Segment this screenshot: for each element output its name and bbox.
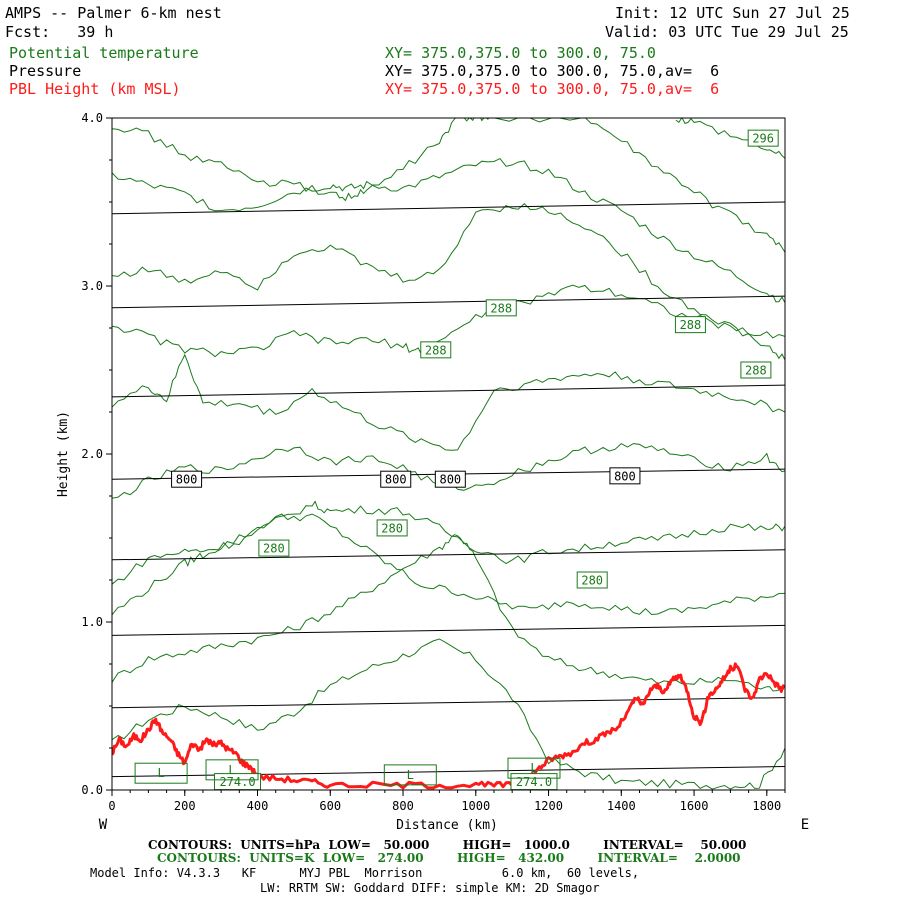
theta-contour-line xyxy=(112,534,785,692)
low-marker-box xyxy=(383,764,437,786)
low-marker: L xyxy=(228,763,235,777)
field-pbl-xy: XY= 375.0,375.0 to 300.0, 75.0,av= 6 xyxy=(385,80,720,98)
field-pbl-name: PBL Height (km MSL) xyxy=(9,80,181,98)
pressure-isobar-line xyxy=(111,549,786,561)
theta-contour-label: 296 xyxy=(752,132,774,146)
theta-contour-line xyxy=(112,513,785,616)
low-marker: L xyxy=(407,768,414,782)
theta-contour-label-box xyxy=(376,519,408,537)
plot-frame xyxy=(111,117,786,791)
pressure-contour-label-box xyxy=(380,470,412,488)
east-label: E xyxy=(801,817,809,833)
model-info: Model Info: V4.3.3 KF MYJ PBL Morrison 6… xyxy=(90,866,640,880)
theta-contour-label-box xyxy=(747,129,779,147)
valid-time: Valid: 03 UTC Tue 29 Jul 25 xyxy=(605,23,849,41)
low-marker-box xyxy=(507,757,561,779)
low-marker: L xyxy=(530,761,537,775)
pressure-isobar-line xyxy=(111,384,786,398)
y-axis-label: Height (km) xyxy=(56,411,71,497)
low-marker: L xyxy=(157,766,164,780)
pressure-isobar-line xyxy=(111,697,786,709)
pressure-isobars xyxy=(111,201,786,778)
theta-contour-label-box xyxy=(674,316,706,334)
theta-contour-label: 274.0 xyxy=(219,775,255,789)
theta-contour-label: 280 xyxy=(581,574,603,588)
model-title: AMPS -- Palmer 6-km nest xyxy=(5,4,222,22)
pressure-contour-label: 800 xyxy=(439,473,461,487)
x-tick-label: 600 xyxy=(319,799,341,813)
field-theta-name: Potential temperature xyxy=(9,44,199,62)
axes: 0 200 400 600 800 1000 1200 1400 1600 1800 0.0 1.0 2… xyxy=(81,111,786,813)
x-tick-label: 800 xyxy=(392,799,414,813)
x-tick-label: 1200 xyxy=(534,799,563,813)
theta-contour-line xyxy=(112,353,785,451)
theta-contour-label-box xyxy=(740,361,772,379)
forecast-hour: Fcst: 39 h xyxy=(5,23,114,41)
model-info-2: LW: RRTM SW: Goddard DIFF: simple KM: 2D… xyxy=(260,881,600,895)
x-tick-label: 400 xyxy=(247,799,269,813)
x-tick-label: 1400 xyxy=(607,799,636,813)
x-axis-label: Distance (km) xyxy=(396,818,498,833)
y-tick-label: 4.0 xyxy=(81,111,103,125)
pressure-contour-label: 800 xyxy=(176,473,198,487)
x-tick-label: 0 xyxy=(108,799,115,813)
theta-contour-line xyxy=(675,118,785,159)
field-pressure-name: Pressure xyxy=(9,62,82,80)
pressure-contour-label-box xyxy=(171,470,203,488)
pbl-height-series xyxy=(112,662,785,790)
pressure-contour-label: 800 xyxy=(614,469,636,483)
init-time: Init: 12 UTC Sun 27 Jul 25 xyxy=(615,4,850,22)
theta-contour-label: 280 xyxy=(263,542,285,556)
contours-pressure-info: CONTOURS: UNITS=hPa LOW= 50.000 HIGH= 10… xyxy=(148,838,747,852)
y-tick-label: 1.0 xyxy=(81,615,103,629)
theta-contour-label-box xyxy=(258,539,290,557)
theta-contour-label: 280 xyxy=(381,521,403,535)
y-tick-label: 2.0 xyxy=(81,447,103,461)
theta-contour-label: 288 xyxy=(425,343,447,357)
theta-contour-label: 288 xyxy=(745,364,767,378)
y-tick-label: 0.0 xyxy=(81,783,103,797)
low-marker-box xyxy=(205,759,259,781)
y-tick-label: 3.0 xyxy=(81,279,103,293)
contours-theta-info: CONTOURS: UNITS=K LOW= 274.00 HIGH= 432.… xyxy=(157,851,741,865)
field-theta-xy: XY= 375.0,375.0 to 300.0, 75.0 xyxy=(385,44,656,62)
theta-contour-label: 288 xyxy=(680,318,702,332)
theta-contour-label: 288 xyxy=(490,301,512,315)
x-tick-label: 1000 xyxy=(461,799,490,813)
theta-contour-label-box xyxy=(576,571,608,589)
theta-contour-line xyxy=(112,638,785,790)
west-label: W xyxy=(99,817,108,833)
pressure-contour-label: 800 xyxy=(385,473,407,487)
theta-contour-line xyxy=(112,284,785,358)
theta-contour-label-box xyxy=(420,341,452,359)
theta-contours xyxy=(112,118,785,790)
theta-contour-line xyxy=(112,118,785,253)
pressure-isobar-line xyxy=(111,295,786,309)
theta-contour-label-box xyxy=(485,299,517,317)
pressure-contour-label-box xyxy=(609,467,641,485)
pressure-isobar-line xyxy=(111,201,786,215)
pressure-isobar-line xyxy=(111,624,786,636)
pbl-height-line xyxy=(112,662,785,790)
pressure-contour-label-box xyxy=(434,470,466,488)
theta-contour-line xyxy=(112,157,785,304)
theta-contour-label: 274.0 xyxy=(516,775,552,789)
theta-contour-line xyxy=(112,500,785,585)
pressure-isobar-line xyxy=(111,766,786,778)
x-tick-label: 1600 xyxy=(680,799,709,813)
field-pressure-xy: XY= 375.0,375.0 to 300.0, 75.0,av= 6 xyxy=(385,62,720,80)
theta-contour-line xyxy=(112,203,785,361)
theta-contour-line xyxy=(112,442,785,499)
x-tick-label: 1800 xyxy=(752,799,781,813)
low-marker-box xyxy=(134,762,188,784)
x-tick-label: 200 xyxy=(174,799,196,813)
contour-labels: 296 288 288 288 288 280 280 280 274.0 274.0 800 800… xyxy=(134,129,779,791)
